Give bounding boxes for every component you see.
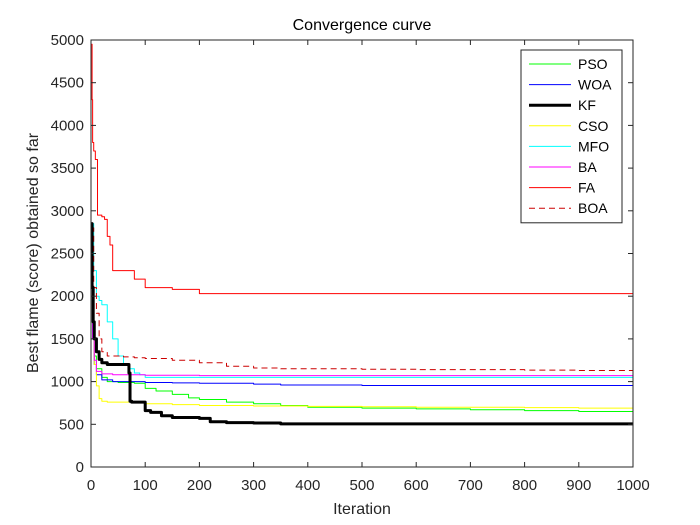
legend-box	[520, 49, 623, 224]
legend-label-boa: BOA	[578, 200, 608, 216]
x-tick-label: 900	[566, 477, 591, 494]
series-line-kf	[90, 222, 633, 426]
series-line-fa	[91, 43, 633, 295]
x-tick-label: 400	[295, 477, 320, 494]
series-line-ba	[91, 278, 633, 377]
legend-label-fa: FA	[578, 180, 596, 196]
x-tick-label: 200	[187, 477, 212, 494]
chart-title: Convergence curve	[293, 17, 432, 34]
legend-label-mfo: MFO	[578, 138, 609, 154]
y-tick-label: 4500	[51, 75, 84, 92]
legend: PSO WOA KF CSO MFO BA FA BOA	[520, 49, 623, 224]
legend-label-woa: WOA	[578, 77, 612, 93]
series-layer	[90, 43, 634, 426]
x-tick-label: 0	[87, 477, 95, 494]
y-tick-label: 4000	[51, 117, 84, 134]
y-tick-label: 5000	[51, 32, 84, 49]
series-line-cso	[91, 265, 633, 409]
legend-label-kf: KF	[578, 97, 596, 113]
x-tick-label: 600	[404, 477, 429, 494]
y-tick-label: 500	[59, 416, 84, 433]
x-tick-label: 1000	[616, 477, 649, 494]
legend-label-ba: BA	[578, 159, 597, 175]
axes-layer: 0 100 200 300 400 500 600 700 800 900 1000 0 500 1000…	[51, 32, 650, 494]
y-axis-title: Best flame (score) obtained so far	[25, 132, 42, 373]
y-tick-label: 0	[76, 459, 84, 476]
y-tick-label: 1500	[51, 331, 84, 348]
x-tick-label: 500	[349, 477, 374, 494]
legend-label-cso: CSO	[578, 118, 608, 134]
legend-label-pso: PSO	[578, 56, 608, 72]
y-tick-label: 3500	[51, 160, 84, 177]
x-axis-title: Iteration	[333, 501, 391, 518]
y-tick-label: 2500	[51, 246, 84, 263]
x-tick-label: 800	[512, 477, 537, 494]
y-tick-label: 3000	[51, 203, 84, 220]
y-tick-label: 2000	[51, 288, 84, 305]
x-tick-label: 300	[241, 477, 266, 494]
y-tick-label: 1000	[51, 374, 84, 391]
x-tick-label: 700	[458, 477, 483, 494]
series-line-boa	[91, 227, 633, 371]
x-tick-label: 100	[133, 477, 158, 494]
